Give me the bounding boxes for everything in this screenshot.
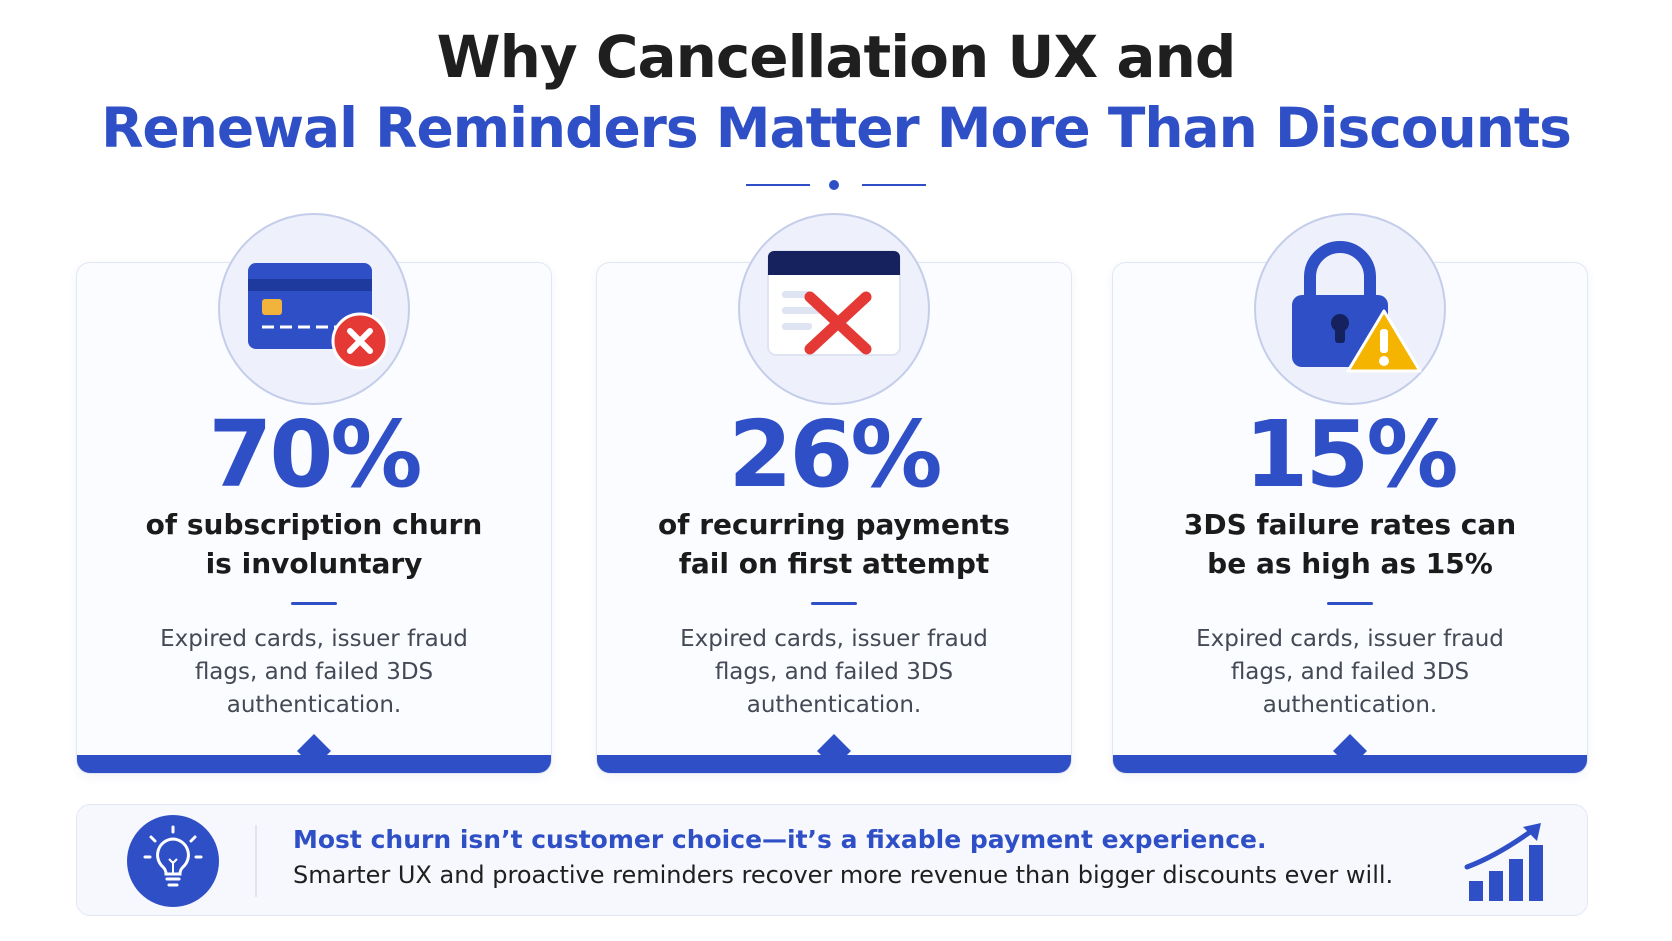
stat-headline-line: of subscription churn xyxy=(145,508,483,541)
footer-headline: Most churn isn’t customer choice—it’s a … xyxy=(293,825,1267,854)
stat-description-line: Expired cards, issuer fraud xyxy=(680,626,988,652)
stat-description-line: authentication. xyxy=(226,692,402,718)
stat-description-line: Expired cards, issuer fraud xyxy=(1196,626,1504,652)
stat-value: 70% xyxy=(208,401,422,508)
stat-headline-line: fail on first attempt xyxy=(678,547,990,580)
footer-body: Smarter UX and proactive reminders recov… xyxy=(293,861,1394,889)
stat-description-line: authentication. xyxy=(1262,692,1438,718)
stat-headline: of subscription churn is involuntary xyxy=(87,505,541,583)
stat-description-line: Expired cards, issuer fraud xyxy=(160,626,468,652)
footer-banner: Most churn isn’t customer choice—it’s a … xyxy=(76,804,1588,916)
title-line-1: Why Cancellation UX and xyxy=(436,23,1237,91)
padlock-warning-icon xyxy=(1254,213,1446,405)
stat-value: 15% xyxy=(1244,401,1458,508)
card-rule xyxy=(291,602,337,605)
stat-description: Expired cards, issuer fraud flags, and f… xyxy=(657,623,1011,722)
growth-chart-icon xyxy=(1463,819,1551,907)
title-divider xyxy=(0,178,1672,192)
lightbulb-icon xyxy=(127,815,219,907)
stat-headline-line: of recurring payments xyxy=(658,508,1010,541)
stat-headline-line: is involuntary xyxy=(205,547,423,580)
stat-description: Expired cards, issuer fraud flags, and f… xyxy=(137,623,491,722)
card-bottom-bar xyxy=(597,755,1071,773)
divider-line-right xyxy=(862,184,926,186)
stat-value: 26% xyxy=(728,401,942,508)
stat-description-line: flags, and failed 3DS xyxy=(194,659,434,685)
failed-payment-window-icon xyxy=(738,213,930,405)
stat-headline: 3DS failure rates can be as high as 15% xyxy=(1123,505,1577,583)
footer-separator xyxy=(255,825,257,897)
card-rule xyxy=(1327,602,1373,605)
title-line-2: Renewal Reminders Matter More Than Disco… xyxy=(101,96,1572,160)
stat-description-line: authentication. xyxy=(746,692,922,718)
card-rule xyxy=(811,602,857,605)
stat-headline-line: be as high as 15% xyxy=(1207,547,1493,580)
page-title: Why Cancellation UX and Renewal Reminder… xyxy=(0,22,1672,164)
stat-headline-line: 3DS failure rates can xyxy=(1183,508,1517,541)
card-bottom-bar xyxy=(1113,755,1587,773)
stat-description: Expired cards, issuer fraud flags, and f… xyxy=(1173,623,1527,722)
card-bottom-bar xyxy=(77,755,551,773)
stat-description-line: flags, and failed 3DS xyxy=(1230,659,1470,685)
divider-line-left xyxy=(746,184,810,186)
stat-description-line: flags, and failed 3DS xyxy=(714,659,954,685)
divider-dot xyxy=(829,180,839,190)
stat-card-failed-payments: 26% of recurring payments fail on first … xyxy=(596,262,1072,774)
credit-card-declined-icon xyxy=(218,213,410,405)
stat-headline: of recurring payments fail on first atte… xyxy=(607,505,1061,583)
